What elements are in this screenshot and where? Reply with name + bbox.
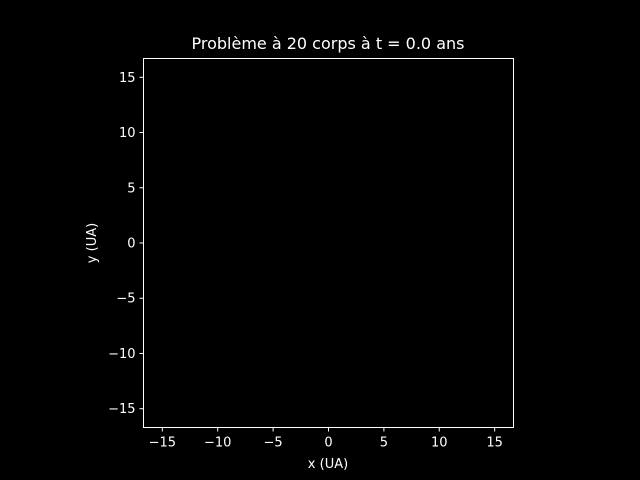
x-axis-label: x (UA) xyxy=(308,457,348,472)
x-tick-label: 10 xyxy=(431,436,448,451)
y-tick-label: 0 xyxy=(127,237,135,252)
x-tick-label: −15 xyxy=(149,436,176,451)
y-tick-label: −5 xyxy=(116,292,135,307)
x-tick-label: 0 xyxy=(324,436,332,451)
y-tick-label: 15 xyxy=(119,71,136,86)
y-tick-label: 10 xyxy=(119,126,136,141)
y-tick-label: −15 xyxy=(108,402,135,417)
y-axis-label: y (UA) xyxy=(85,223,100,263)
y-axis-ticks: −15 −10 −5 0 5 10 15 xyxy=(108,71,144,417)
y-tick-label: −10 xyxy=(108,347,135,362)
x-axis-ticks: −15 −10 −5 0 5 10 15 xyxy=(149,427,503,451)
plot-frame xyxy=(143,58,514,428)
x-tick-label: 15 xyxy=(486,436,503,451)
y-tick-label: 5 xyxy=(127,181,135,196)
x-tick-label: −10 xyxy=(204,436,231,451)
plot-area xyxy=(143,58,514,428)
chart-title: Problème à 20 corps à t = 0.0 ans xyxy=(192,34,465,53)
x-tick-label: −5 xyxy=(264,436,283,451)
x-tick-label: 5 xyxy=(380,436,388,451)
